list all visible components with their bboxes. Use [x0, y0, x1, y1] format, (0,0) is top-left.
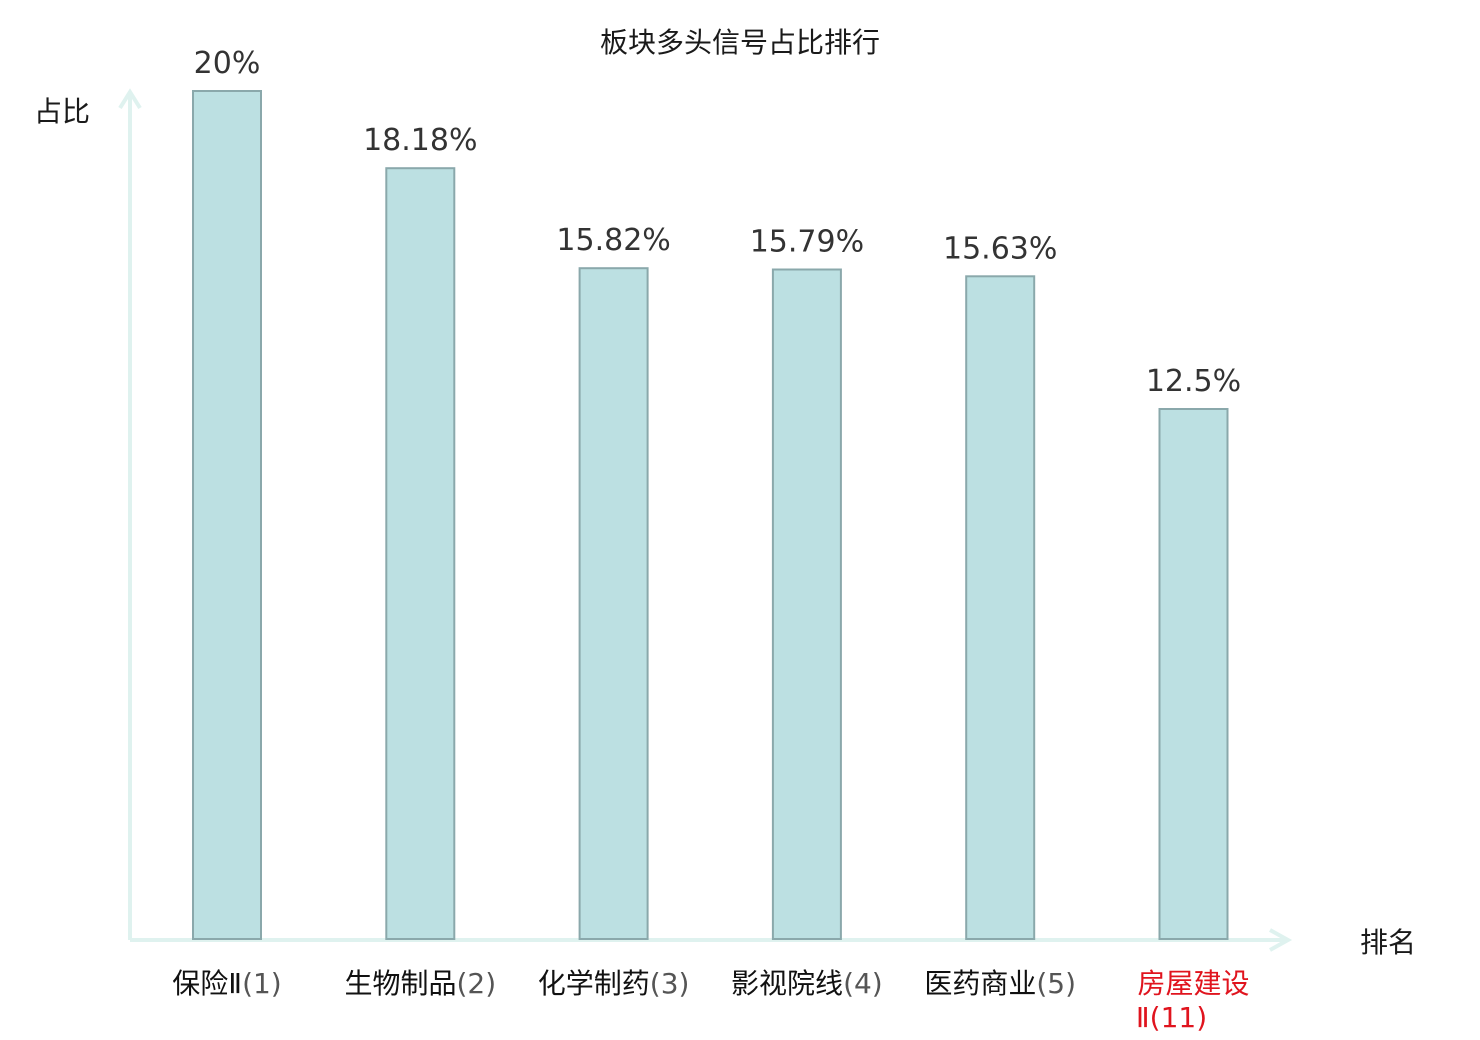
- category-rank: (5): [1036, 967, 1076, 1000]
- category-name: 生物制品: [344, 967, 456, 1000]
- bars-group: [192, 90, 1229, 940]
- category-label: 化学制药(3): [538, 967, 690, 1000]
- y-axis: 占比: [34, 88, 142, 940]
- category-name: 保险Ⅱ: [172, 967, 242, 1000]
- category-label: 生物制品(2): [344, 967, 496, 1000]
- bar-value-label: 15.82%: [556, 223, 670, 258]
- bar-value-label: 15.63%: [943, 231, 1057, 266]
- category-name-line2: Ⅱ: [1136, 1001, 1150, 1034]
- category-rank: (2): [456, 967, 496, 1000]
- category-rank: (1): [242, 967, 282, 1000]
- x-axis: 排名: [130, 926, 1416, 959]
- chart-title: 板块多头信号占比排行: [600, 26, 880, 59]
- bar: [385, 167, 456, 940]
- category-name: 房屋建设: [1137, 967, 1249, 1000]
- category-label: 影视院线(4): [731, 967, 883, 1000]
- category-labels-group: 保险Ⅱ(1) 生物制品(2) 化学制药(3) 影视院线(4) 医药商业(5) 房屋建设 Ⅱ(…: [172, 967, 1249, 1034]
- bar-value-label: 15.79%: [750, 225, 864, 260]
- bar-value-label: 20%: [194, 46, 261, 81]
- x-axis-arrow: [1269, 928, 1293, 952]
- value-labels-group: 20% 18.18% 15.82% 15.79% 15.63% 12.5%: [194, 46, 1242, 399]
- x-axis-label: 排名: [1360, 926, 1416, 959]
- bar: [192, 90, 262, 940]
- category-label: 房屋建设 Ⅱ(11): [1136, 967, 1250, 1034]
- bar-value-label: 18.18%: [363, 123, 477, 158]
- bar: [1158, 408, 1229, 940]
- category-rank: (3): [650, 967, 690, 1000]
- category-name: 化学制药: [538, 967, 650, 1000]
- y-axis-arrow: [118, 88, 142, 110]
- category-rank: (4): [843, 967, 883, 1000]
- bar: [578, 267, 649, 940]
- bar: [771, 268, 842, 940]
- bar-value-label: 12.5%: [1146, 364, 1241, 399]
- category-name: 医药商业: [924, 967, 1036, 1000]
- category-label: 保险Ⅱ(1): [172, 967, 281, 1000]
- category-rank: (11): [1150, 1001, 1207, 1034]
- bar: [965, 275, 1036, 940]
- y-axis-label: 占比: [34, 95, 90, 128]
- category-label: 医药商业(5): [924, 967, 1076, 1000]
- category-name: 影视院线: [731, 967, 843, 1000]
